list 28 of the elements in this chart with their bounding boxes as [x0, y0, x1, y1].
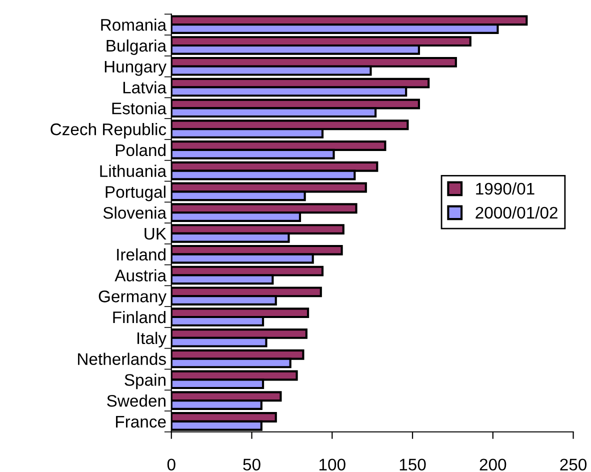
x-tick-label: 50: [243, 458, 260, 471]
y-tick-label: Hungary: [104, 60, 166, 76]
y-tick-label: Portugal: [106, 186, 166, 202]
y-tick-label: Netherlands: [78, 352, 166, 365]
y-tick-label: UK: [144, 228, 166, 240]
y-tick-label: Estonia: [112, 102, 167, 114]
y-tick-label: Czech Republic: [50, 122, 166, 139]
y-tick-label: Romania: [101, 18, 167, 31]
y-tick-label: Italy: [138, 332, 166, 348]
y-tick-label: Bulgaria: [106, 39, 167, 55]
x-tick-label: 150: [400, 458, 426, 471]
legend-label: 1990/01: [476, 182, 534, 195]
y-tick-label: Poland: [116, 144, 166, 156]
y-tick-label: Spain: [124, 374, 166, 390]
legend-label: 2000/01/02: [476, 206, 558, 219]
y-tick-label: Germany: [98, 290, 166, 306]
y-tick-label: Finland: [113, 310, 166, 324]
y-tick-label: Sweden: [107, 394, 166, 407]
y-tick-label: Ireland: [117, 248, 166, 261]
x-tick-label: 250: [560, 458, 587, 471]
y-tick-label: Slovenia: [103, 206, 167, 219]
x-tick-label: 100: [320, 458, 346, 471]
y-tick-label: Lithuania: [100, 164, 167, 178]
x-tick-label: 0: [167, 458, 176, 471]
y-tick-label: Latvia: [123, 81, 167, 94]
x-tick-label: 200: [480, 458, 506, 471]
y-tick-label: France: [116, 416, 166, 428]
y-tick-label: Austria: [114, 269, 167, 282]
